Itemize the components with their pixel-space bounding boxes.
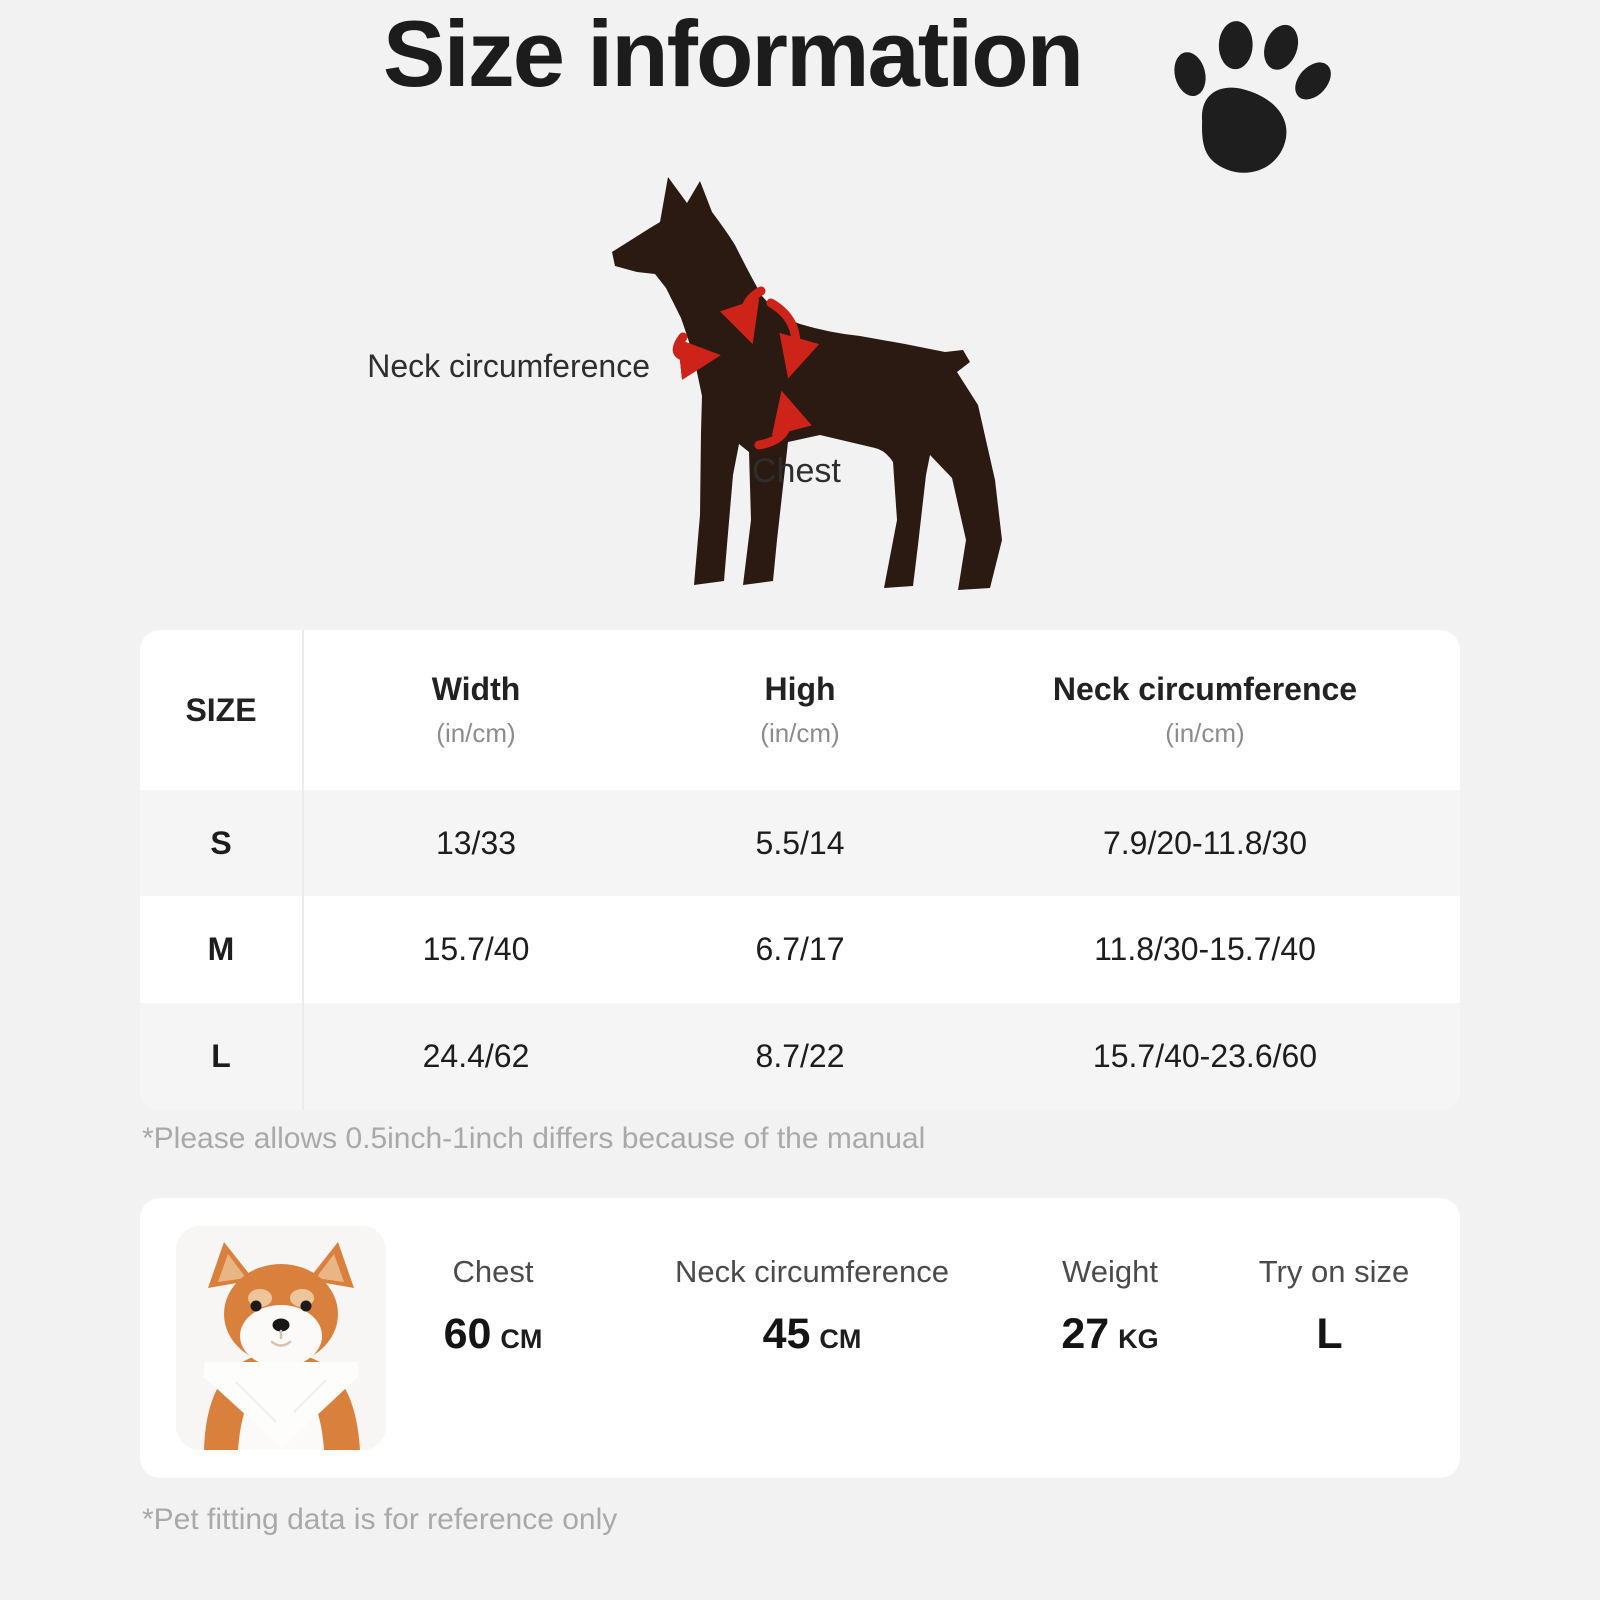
table-row-s-width: 13/33: [302, 790, 650, 896]
chest-label: Chest: [752, 452, 841, 490]
col-header-neck: Neck circumference (in/cm): [1052, 671, 1358, 748]
fitting-note: *Pet fitting data is for reference only: [142, 1503, 618, 1536]
stat-weight: Weight 27 KG: [1061, 1254, 1159, 1358]
table-row-s-size: S: [140, 790, 302, 896]
paw-icon: [1174, 21, 1331, 173]
stat-neck-circumference: Neck circumference 45 CM: [675, 1254, 949, 1358]
shiba-dog-photo: [176, 1226, 386, 1450]
shiba-with-bandana-illustration: [176, 1226, 386, 1450]
stat-try-on-size: Try on size L: [1258, 1254, 1410, 1358]
table-row-s-high: 5.5/14: [650, 790, 950, 896]
page-title: Size information: [382, 1, 1084, 106]
table-column-divider: [302, 630, 304, 1110]
fitting-card: Chest 60 CM Neck circumference 45 CM Weigh…: [140, 1198, 1460, 1478]
table-row-m-high: 6.7/17: [755, 931, 845, 967]
col-header-width: Width (in/cm): [431, 671, 521, 748]
table-row-m-neck: 11.8/30-15.7/40: [1094, 931, 1316, 967]
table-row-s-neck: 7.9/20-11.8/30: [950, 790, 1460, 896]
table-row-l-width: 24.4/62: [302, 1003, 650, 1110]
neck-circumference-label: Neck circumference: [367, 348, 650, 384]
table-row-m-size: M: [207, 931, 235, 967]
table-row-l-size: L: [140, 1003, 302, 1110]
table-row-m-width: 15.7/40: [422, 931, 530, 967]
stat-chest: Chest 60 CM: [443, 1254, 543, 1358]
table-row-l-neck: 15.7/40-23.6/60: [950, 1003, 1460, 1110]
size-table: SIZE Width (in/cm) High (in/cm) Neck circu…: [140, 630, 1460, 1110]
col-header-high: High (in/cm): [760, 671, 840, 748]
col-header-size: SIZE: [185, 691, 257, 728]
dog-silhouette: [612, 177, 1002, 590]
table-row-l-high: 8.7/22: [650, 1003, 950, 1110]
size-table-card: SIZE Width (in/cm) High (in/cm) Neck circu…: [140, 630, 1460, 1110]
measure-arrows: [672, 286, 820, 450]
table-note: *Please allows 0.5inch-1inch differs bec…: [142, 1122, 926, 1155]
